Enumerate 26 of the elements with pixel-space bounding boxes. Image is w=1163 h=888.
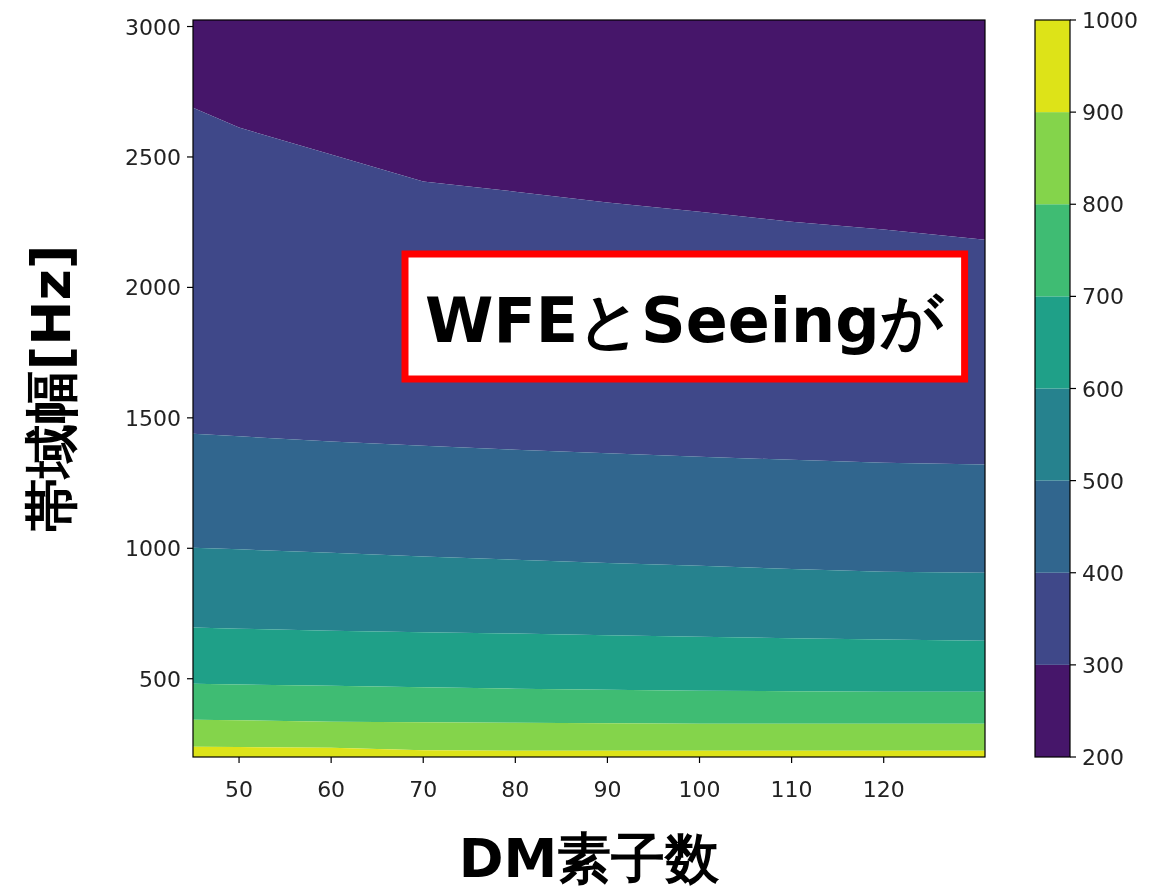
x-tick-label: 80 <box>501 777 530 802</box>
color-bar-label: 900 <box>1082 100 1124 126</box>
y-tick-label: 1500 <box>125 405 181 431</box>
color-bar-label: 300 <box>1082 652 1124 678</box>
x-tick-label: 70 <box>409 777 438 802</box>
color-bar-label: 1000 <box>1082 8 1138 33</box>
color-bar-label: 800 <box>1082 192 1124 218</box>
annotation: WFEとSeeingが <box>425 284 945 357</box>
color-bar-label: 200 <box>1082 745 1124 770</box>
y-axis-title: 帯域幅[Hz] <box>20 244 83 533</box>
x-tick-label: 100 <box>678 777 721 802</box>
x-tick-label: 50 <box>225 777 254 802</box>
y-tick-label: 2000 <box>125 275 181 301</box>
y-tick-label: 500 <box>139 666 181 692</box>
y-tick-label: 3000 <box>125 14 181 40</box>
x-tick-label: 60 <box>317 777 346 802</box>
x-tick-label: 120 <box>862 777 905 802</box>
x-tick-label: 90 <box>593 777 622 802</box>
y-tick-label: 2500 <box>125 144 181 170</box>
x-tick-label: 110 <box>770 777 813 802</box>
color-bar-label: 700 <box>1082 284 1124 310</box>
color-bar-label: 400 <box>1082 560 1124 586</box>
x-axis-title: DM素子数 <box>458 827 721 888</box>
color-bar-label: 500 <box>1082 468 1124 494</box>
color-bar-label: 600 <box>1082 376 1124 402</box>
y-tick-label: 1000 <box>125 536 181 562</box>
